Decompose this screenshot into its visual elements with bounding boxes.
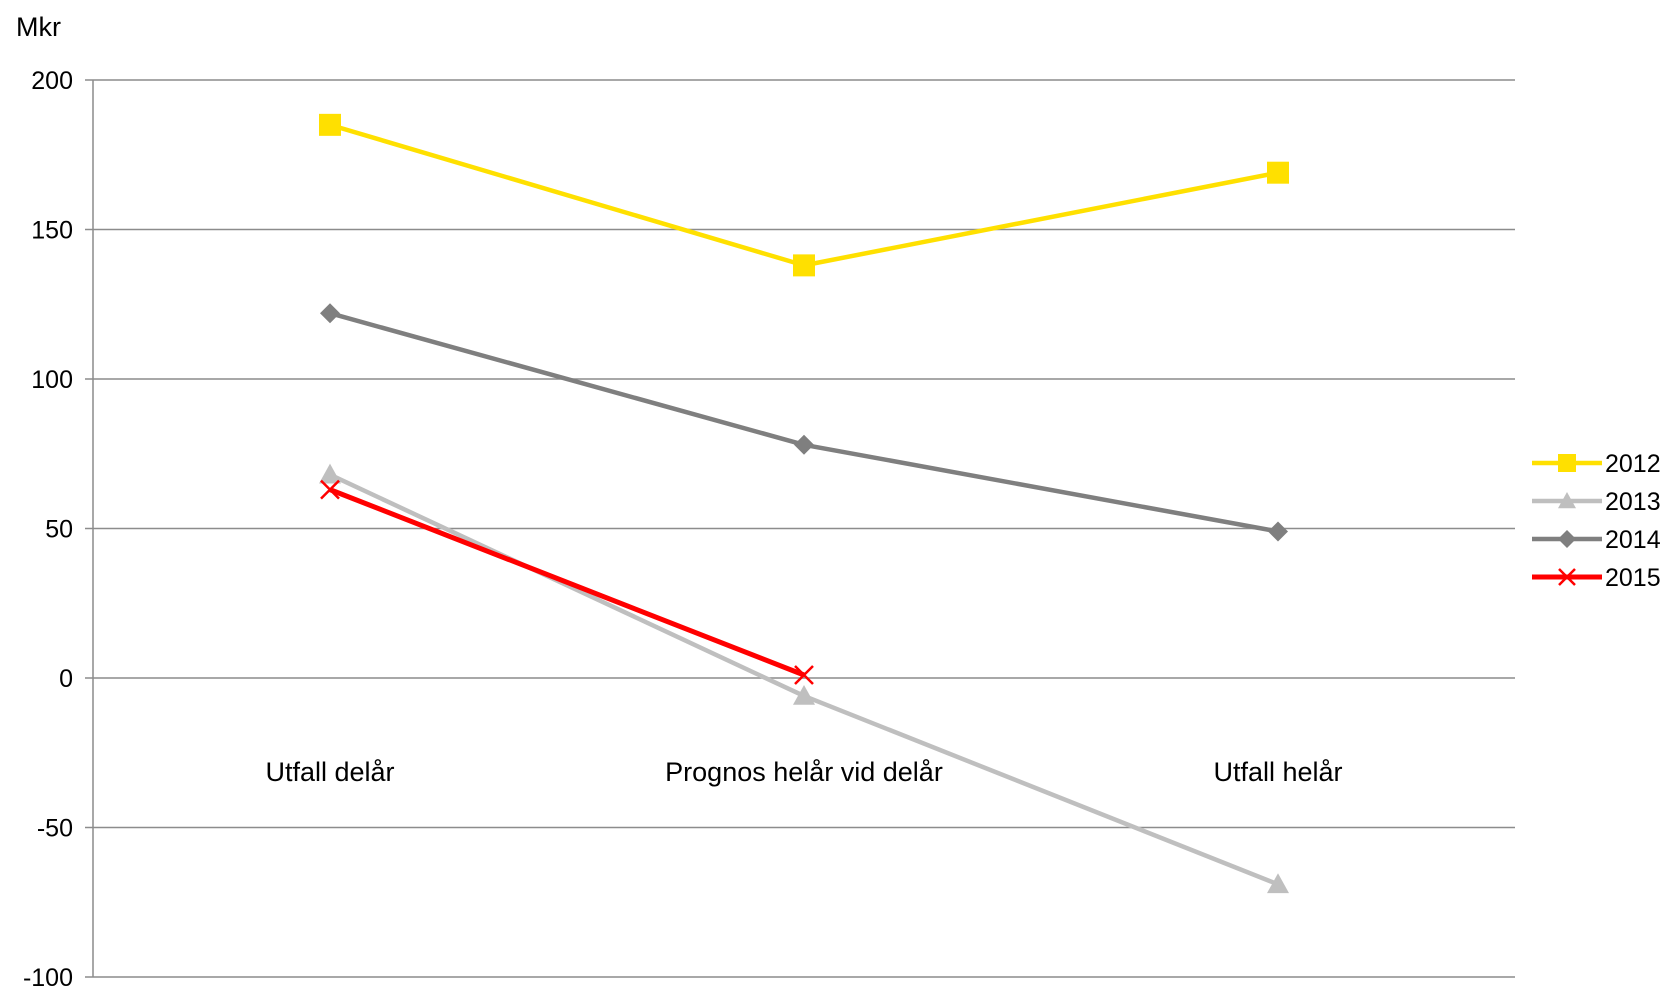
series-line (329, 472, 1279, 887)
data-point (319, 113, 341, 136)
data-point (793, 254, 815, 277)
data-point (1558, 568, 1576, 586)
legend-entry-2013: 2013 (1532, 488, 1661, 516)
data-point (320, 479, 340, 500)
data-point (1267, 873, 1289, 894)
series-2015 (320, 479, 814, 685)
y-tick-label: 150 (31, 217, 73, 245)
legend-label: 2013 (1605, 488, 1661, 516)
data-point (319, 463, 341, 484)
legend-entry-2014: 2014 (1532, 526, 1661, 554)
series-line (329, 487, 805, 678)
series-line (329, 122, 1279, 268)
category-label: Utfall delår (265, 757, 394, 787)
series-2012 (319, 113, 1289, 277)
data-point (1268, 521, 1288, 542)
data-point (320, 303, 340, 324)
legend-entry-2015: 2015 (1532, 564, 1661, 592)
gridlines (85, 79, 1515, 978)
y-tick-label: 100 (31, 366, 73, 394)
legend-entry-2012: 2012 (1532, 450, 1661, 478)
y-tick-label: 50 (45, 516, 73, 544)
data-point (794, 665, 814, 685)
y-tick-label: -50 (37, 815, 73, 843)
category-label: Utfall helår (1213, 757, 1342, 787)
series-2013 (319, 463, 1289, 894)
data-point (794, 434, 814, 455)
y-axis: 200 150 100 50 0 -50 -100 (23, 67, 94, 987)
legend-label: 2015 (1605, 564, 1661, 592)
series-line (329, 311, 1279, 534)
category-labels: Utfall delår Prognos helår vid delår Utfal… (265, 757, 1342, 787)
legend: 2012 2013 2014 2015 (1532, 450, 1661, 592)
data-point (1558, 530, 1576, 548)
data-point (1558, 492, 1576, 509)
y-tick-label: -100 (23, 964, 73, 987)
y-axis-unit-label: Mkr (16, 12, 61, 42)
y-tick-label: 200 (31, 67, 73, 95)
legend-label: 2014 (1605, 526, 1661, 554)
series (319, 113, 1289, 894)
series-2014 (320, 303, 1288, 542)
data-point (793, 684, 815, 705)
y-tick-label: 0 (59, 665, 73, 693)
data-point (1267, 161, 1289, 184)
legend-label: 2012 (1605, 450, 1661, 478)
category-label: Prognos helår vid delår (665, 757, 943, 787)
data-point (1558, 454, 1576, 472)
